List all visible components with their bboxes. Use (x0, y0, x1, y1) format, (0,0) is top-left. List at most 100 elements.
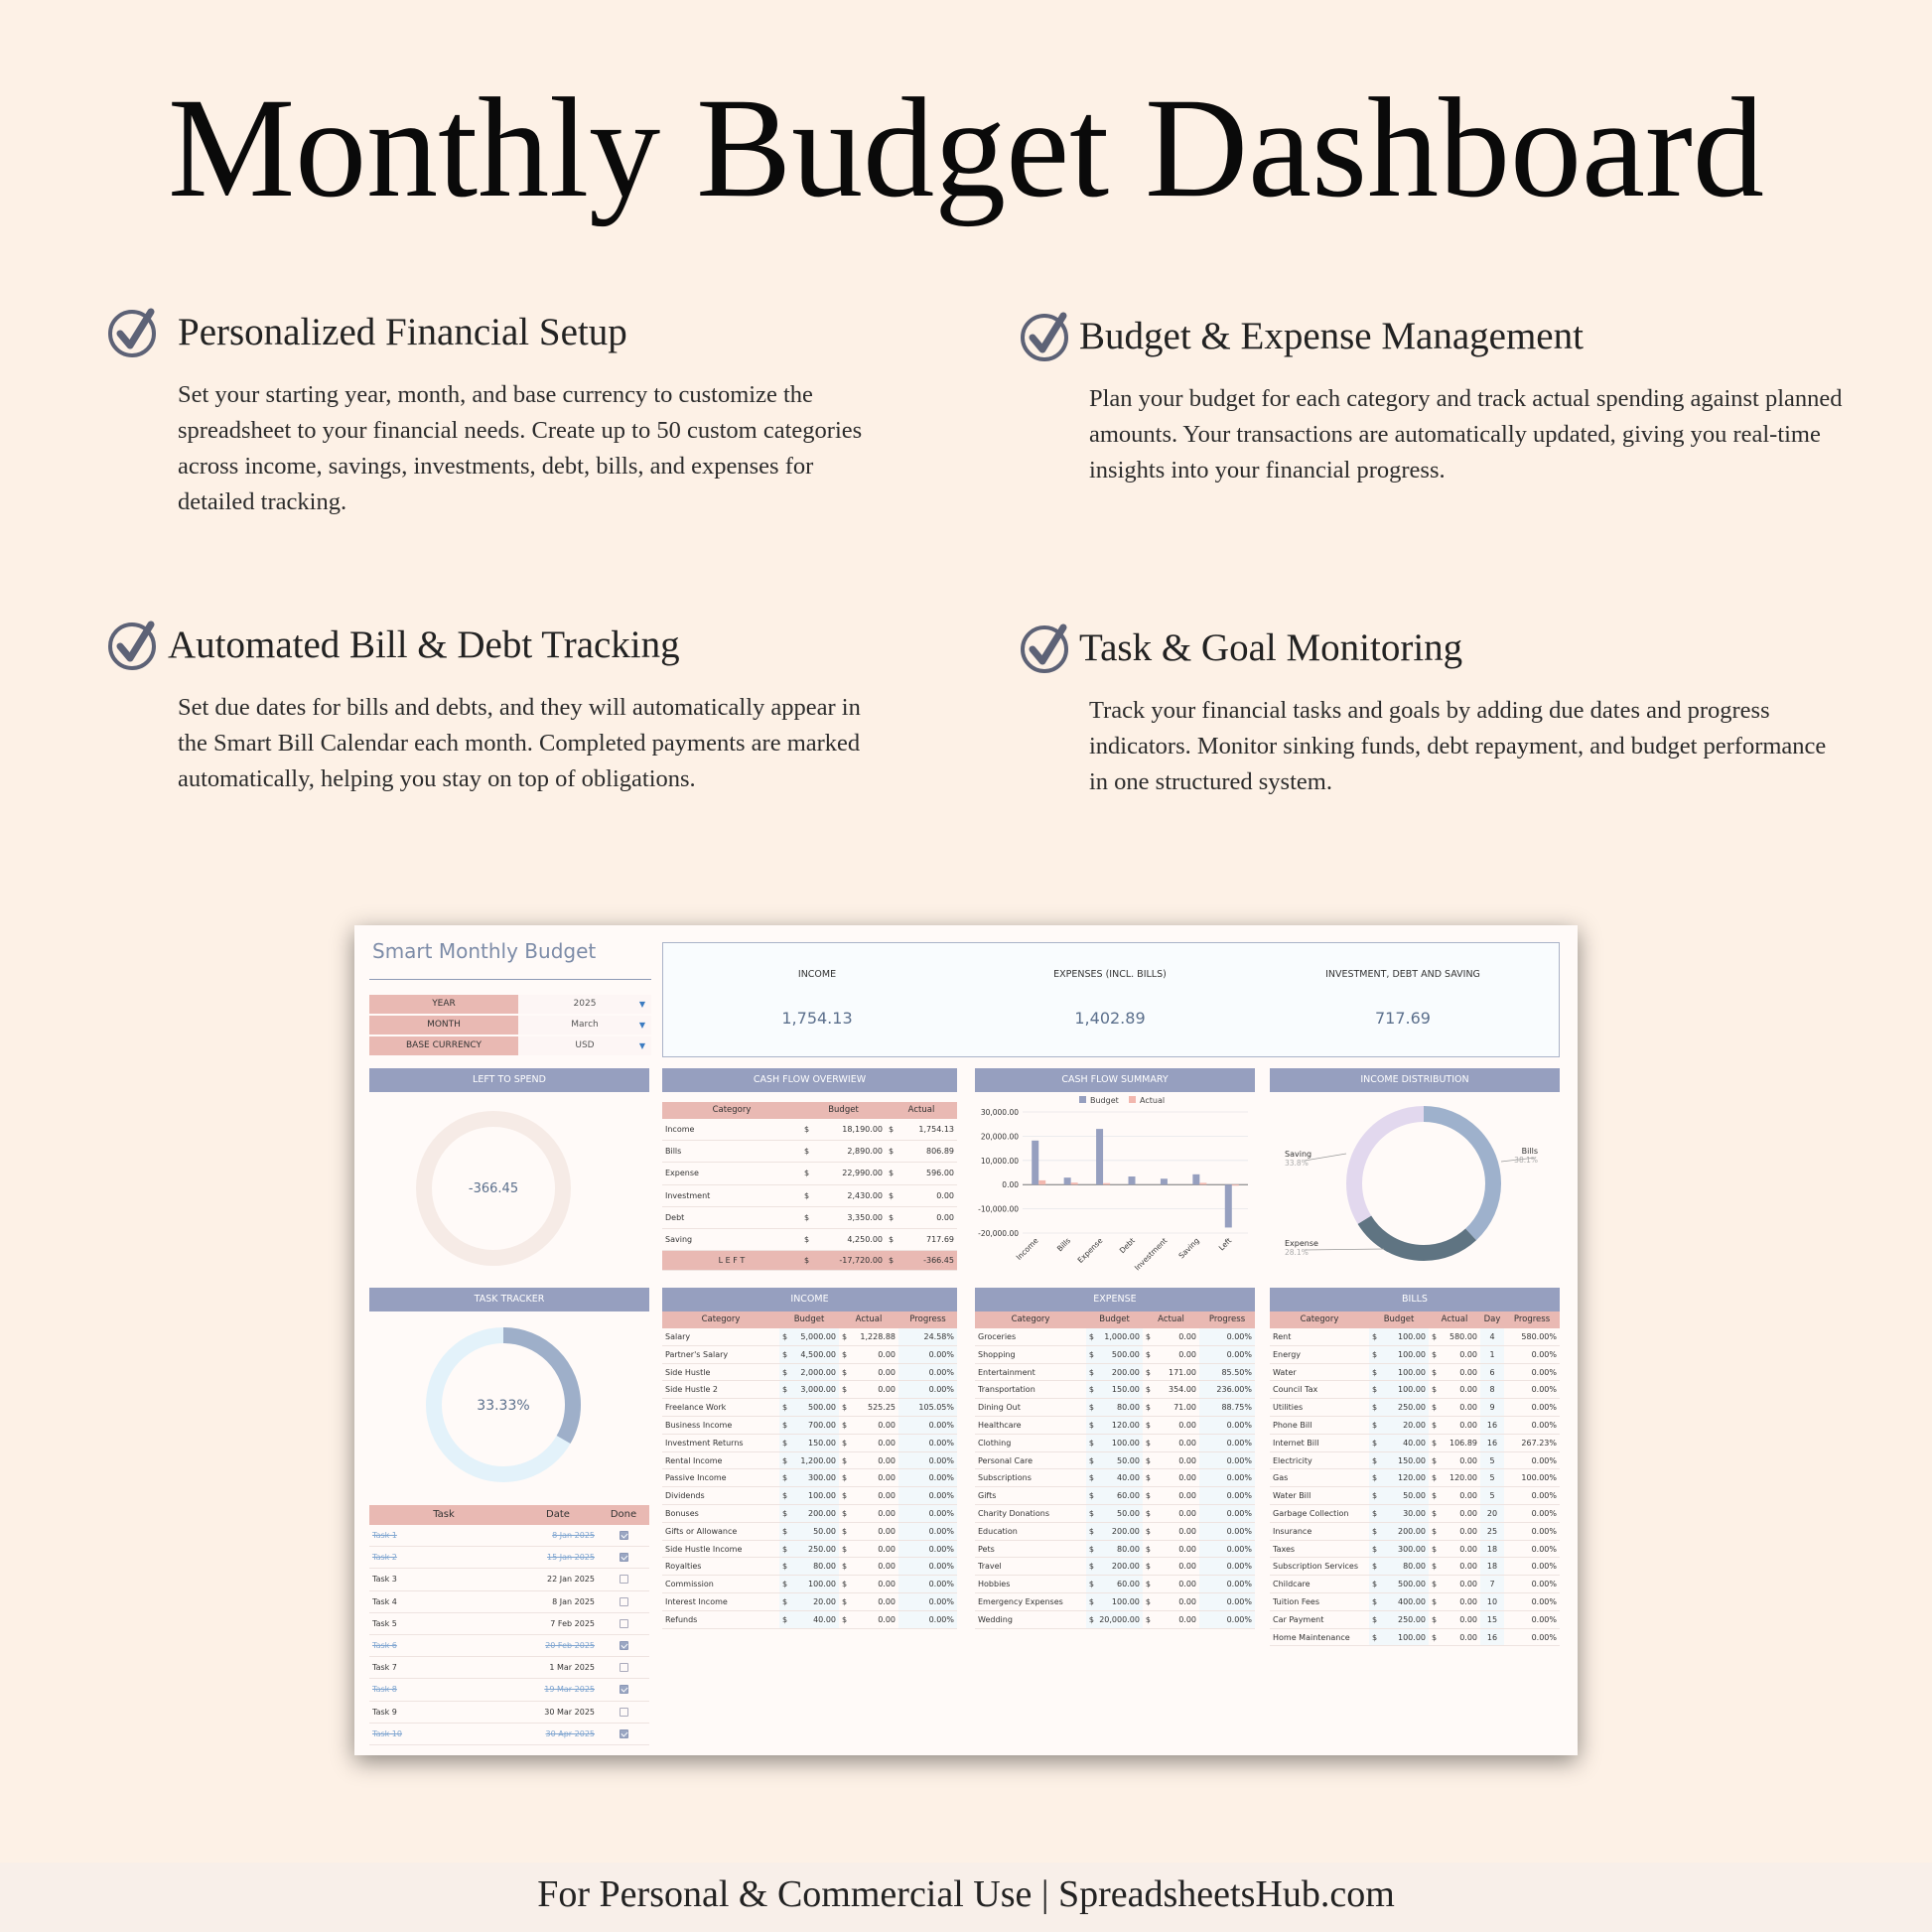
table-row: Commission $100.00 $0.00 0.00% (662, 1576, 957, 1593)
category-cell: Childcare (1273, 1580, 1311, 1589)
currency-symbol: $ (1085, 1469, 1098, 1487)
kpi-label: INVESTMENT, DEBT AND SAVING (1325, 969, 1480, 980)
dropdown-arrow-icon[interactable]: ▼ (638, 1000, 645, 1009)
progress-cell: 0.00% (1531, 1632, 1557, 1642)
year-select[interactable]: 2025 ▼ (518, 995, 651, 1014)
task-done-checkbox[interactable] (619, 1575, 628, 1585)
currency-select[interactable]: USD ▼ (518, 1036, 651, 1055)
actual-cell: 0.00 (878, 1580, 896, 1589)
bills-table: Category Budget Actual Day Progress Rent $100.… (1270, 1311, 1560, 1647)
budget-cell: 500.00 (1097, 1345, 1143, 1363)
progress-cell: 0.00% (898, 1434, 957, 1451)
category-cell: Investment Returns (665, 1438, 744, 1448)
currency-symbol: $ (1145, 1526, 1151, 1536)
task-done-checkbox[interactable] (619, 1685, 628, 1695)
category-cell: Business Income (665, 1420, 733, 1430)
currency-symbol: $ (1145, 1332, 1151, 1341)
category-cell: Subscription Services (1273, 1562, 1358, 1572)
currency-symbol: $ (1145, 1614, 1151, 1624)
table-row: Education $200.00 $0.00 0.00% (975, 1522, 1255, 1541)
currency-symbol: $ (1085, 1592, 1098, 1610)
budget-cell: 4,250.00 (847, 1234, 883, 1244)
category-cell: Subscriptions (978, 1473, 1032, 1483)
category-cell: Taxes (1273, 1544, 1296, 1554)
actual-cell: 0.00 (1459, 1580, 1477, 1589)
currency-symbol: $ (1369, 1558, 1381, 1576)
progress-cell: 85.50% (1199, 1363, 1255, 1381)
setting-currency: BASE CURRENCY USD ▼ (369, 1036, 651, 1055)
x-tick-label: Investment (1133, 1236, 1169, 1272)
currency-symbol: $ (1085, 1416, 1098, 1434)
task-done-checkbox[interactable] (619, 1640, 628, 1650)
kpi-value: 1,402.89 (1074, 1009, 1146, 1028)
actual-cell: 0.00 (1459, 1632, 1477, 1642)
progress-cell: 0.00% (1531, 1455, 1557, 1465)
actual-cell: 0.00 (936, 1190, 954, 1200)
table-total-row: L E F T $ -17,720.00 $ -366.45 (662, 1251, 957, 1272)
currency-symbol: $ (1432, 1438, 1438, 1448)
month-select[interactable]: March ▼ (518, 1016, 651, 1035)
table-row: Side Hustle 2 $3,000.00 $0.00 0.00% (662, 1381, 957, 1400)
category-cell: Investment (665, 1190, 711, 1200)
bar-budget (1224, 1184, 1232, 1228)
task-done-checkbox[interactable] (619, 1596, 628, 1606)
table-row: Charity Donations $50.00 $0.00 0.00% (975, 1504, 1255, 1523)
task-done-checkbox[interactable] (619, 1618, 628, 1628)
category-cell: Insurance (1273, 1526, 1312, 1536)
currency-symbol: $ (842, 1455, 848, 1465)
budget-cell: 200.00 (791, 1504, 839, 1522)
kpi-value: 1,754.13 (781, 1009, 853, 1028)
bills-header: BILLS (1270, 1288, 1560, 1311)
currency-symbol: $ (1085, 1451, 1098, 1469)
dropdown-arrow-icon[interactable]: ▼ (638, 1021, 645, 1030)
actual-cell: 0.00 (878, 1614, 896, 1624)
actual-cell: 0.00 (1459, 1508, 1477, 1518)
currency-symbol: $ (1085, 1487, 1098, 1504)
actual-cell: 0.00 (878, 1385, 896, 1395)
currency-symbol: $ (889, 1256, 895, 1266)
task-done-checkbox[interactable] (619, 1663, 628, 1673)
category-cell: Groceries (978, 1332, 1017, 1341)
setting-label: MONTH (369, 1016, 518, 1035)
task-done-cell (598, 1613, 649, 1634)
currency-symbol: $ (1145, 1562, 1151, 1572)
currency-symbol: $ (1085, 1399, 1098, 1416)
task-date: 19 Mar 2025 (544, 1685, 595, 1695)
currency-symbol: $ (842, 1508, 848, 1518)
table-row: Side Hustle $2,000.00 $0.00 0.00% (662, 1363, 957, 1382)
progress-cell: 0.00% (1199, 1558, 1255, 1576)
currency-symbol: $ (804, 1190, 810, 1200)
day-cell: 25 (1480, 1522, 1504, 1540)
task-done-checkbox[interactable] (619, 1553, 628, 1563)
actual-cell: 525.25 (868, 1403, 896, 1413)
currency-symbol: $ (1432, 1385, 1438, 1395)
currency-symbol: $ (1085, 1576, 1098, 1592)
currency-symbol: $ (1432, 1562, 1438, 1572)
task-date: 15 Jan 2025 (547, 1553, 595, 1563)
page-title: Monthly Budget Dashboard (168, 69, 1764, 227)
table-row: Transportation $150.00 $354.00 236.00% (975, 1381, 1255, 1400)
x-tick-label: Debt (1118, 1236, 1137, 1255)
currency-symbol: $ (842, 1596, 848, 1606)
actual-cell: 0.00 (878, 1367, 896, 1377)
actual-cell: 0.00 (1178, 1438, 1196, 1448)
table-row: Saving $4,250.00 $717.69 (662, 1229, 957, 1252)
currency-symbol: $ (779, 1345, 791, 1363)
task-done-cell (598, 1591, 649, 1612)
currency-symbol: $ (1432, 1632, 1438, 1642)
currency-symbol: $ (889, 1212, 895, 1222)
task-done-checkbox[interactable] (619, 1728, 628, 1738)
category-cell: Rental Income (665, 1455, 723, 1465)
currency-symbol: $ (779, 1328, 791, 1345)
task-done-checkbox[interactable] (619, 1531, 628, 1540)
progress-cell: 0.00% (1531, 1367, 1557, 1377)
legend-swatch (1079, 1096, 1086, 1103)
kpi-value: 717.69 (1375, 1009, 1431, 1028)
day-cell: 18 (1480, 1558, 1504, 1576)
task-done-checkbox[interactable] (619, 1707, 628, 1717)
dropdown-arrow-icon[interactable]: ▼ (638, 1041, 645, 1050)
actual-cell: 0.00 (878, 1562, 896, 1572)
actual-cell: 0.00 (1459, 1403, 1477, 1413)
task-done-cell (598, 1657, 649, 1678)
